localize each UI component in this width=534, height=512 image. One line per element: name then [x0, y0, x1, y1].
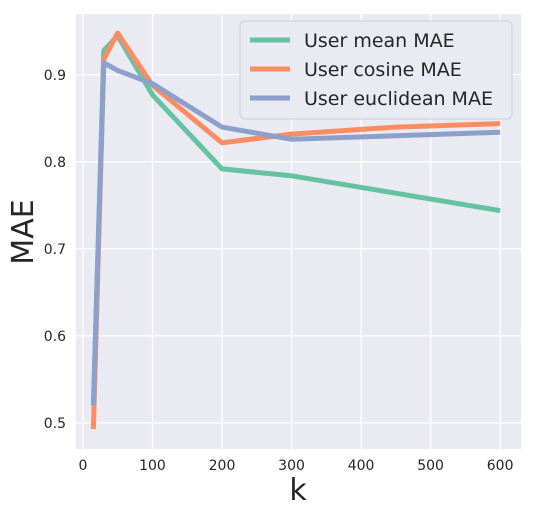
legend-box	[239, 20, 513, 120]
x-tick-label: 400	[348, 458, 375, 474]
x-tick-label: 0	[78, 458, 87, 474]
x-tick-label: 300	[278, 458, 305, 474]
legend-label-3: User euclidean MAE	[304, 88, 493, 110]
y-axis-label: MAE	[6, 199, 41, 264]
y-tick-label: 0.6	[44, 329, 66, 345]
y-tick-labels: 0.5 0.6 0.7 0.8 0.9	[44, 68, 66, 432]
series-line-3	[90, 60, 501, 406]
y-tick-label: 0.8	[44, 155, 66, 171]
x-axis-label: k	[289, 473, 307, 508]
x-tick-label: 100	[139, 458, 166, 474]
x-tick-labels: 0 100 200 300 400 500 600	[78, 458, 513, 474]
grid-lines	[76, 14, 521, 449]
series-lines	[90, 30, 501, 430]
legend-label-1: User mean MAE	[304, 30, 455, 52]
y-tick-label: 0.7	[44, 242, 66, 258]
legend-label-2: User cosine MAE	[304, 59, 462, 81]
y-tick-label: 0.5	[44, 416, 66, 432]
series-line-1	[90, 33, 501, 406]
x-tick-label: 500	[417, 458, 444, 474]
x-tick-label: 600	[487, 458, 514, 474]
y-tick-label: 0.9	[44, 68, 66, 84]
series-line-2	[90, 30, 501, 430]
x-tick-label: 200	[209, 458, 236, 474]
legend: User mean MAE User cosine MAE User euclide…	[239, 20, 513, 120]
